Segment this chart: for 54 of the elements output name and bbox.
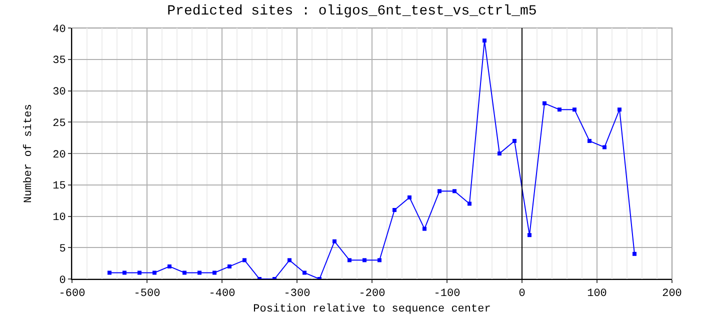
- point: [332, 239, 336, 244]
- y-tick-label: 20: [52, 149, 66, 162]
- y-tick-label: 15: [52, 180, 66, 193]
- y-tick-label: 25: [52, 118, 66, 130]
- point: [422, 226, 426, 231]
- point: [408, 195, 412, 200]
- point: [572, 108, 576, 112]
- point: [168, 264, 172, 268]
- point: [198, 270, 202, 275]
- point: [618, 108, 622, 112]
- point: [108, 270, 112, 275]
- point: [482, 38, 486, 43]
- point: [632, 252, 636, 256]
- point: [558, 108, 562, 112]
- point: [152, 270, 156, 275]
- point: [468, 202, 472, 206]
- x-tick-label: 200: [662, 288, 682, 300]
- y-tick-label: 40: [52, 24, 66, 36]
- y-tick-label: 30: [52, 86, 66, 99]
- point: [392, 208, 396, 212]
- x-tick-label: 100: [587, 288, 607, 300]
- y-tick-label: 10: [52, 212, 66, 224]
- point: [182, 270, 186, 275]
- point: [362, 258, 366, 262]
- point: [438, 189, 442, 194]
- point: [588, 138, 592, 143]
- x-tick-label: -100: [434, 288, 460, 300]
- y-axis-title: Number of sites: [23, 104, 36, 204]
- point: [512, 138, 516, 143]
- x-tick-label: -200: [358, 288, 386, 300]
- point: [212, 270, 216, 275]
- point: [542, 101, 546, 106]
- point: [528, 233, 532, 238]
- x-axis-title: Position relative to sequence center: [253, 303, 491, 316]
- x-tick-label: 0: [518, 288, 526, 300]
- point: [498, 152, 502, 156]
- point: [378, 258, 382, 262]
- x-tick-label: -600: [58, 288, 86, 300]
- point: [122, 270, 126, 275]
- y-tick-label: 5: [59, 243, 66, 256]
- point: [138, 270, 142, 275]
- x-tick-label: -400: [208, 288, 236, 300]
- x-tick-label: -500: [134, 288, 160, 300]
- point: [348, 258, 352, 262]
- point: [452, 189, 456, 194]
- point: [288, 258, 292, 262]
- y-tick-label: 0: [59, 274, 66, 287]
- point: [302, 270, 306, 275]
- chart-title: Predicted sites : oligos_6nt_test_vs_ctrl_m5: [167, 4, 537, 20]
- point: [228, 264, 232, 268]
- point: [602, 145, 606, 150]
- point: [242, 258, 246, 262]
- y-tick-label: 35: [52, 55, 66, 68]
- x-tick-label: -300: [284, 288, 310, 300]
